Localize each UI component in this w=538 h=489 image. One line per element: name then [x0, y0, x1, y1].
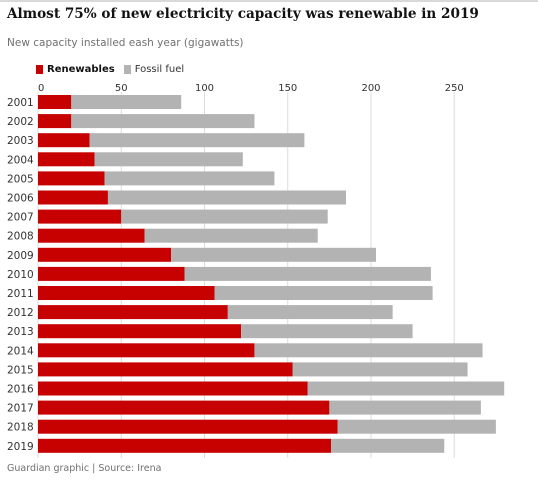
bar-renewables-2017	[38, 400, 330, 415]
y-tick-label: 2012	[7, 307, 34, 319]
bar-renewables-2012	[38, 305, 228, 320]
bar-renewables-2007	[38, 209, 122, 224]
x-tick-label: 50	[115, 83, 128, 94]
x-tick-label: 0	[38, 83, 44, 94]
y-tick-label: 2019	[7, 441, 34, 453]
legend-label-fossil: Fossil fuel	[134, 63, 185, 75]
bar-fossil-2003	[89, 133, 305, 148]
y-tick-label: 2015	[7, 364, 34, 376]
bar-renewables-2011	[38, 286, 215, 300]
chart-subtitle: New capacity installed eash year (gigawa…	[7, 37, 244, 49]
bar-fossil-2011	[214, 286, 433, 300]
legend-item-renewables: Renewables	[36, 64, 115, 75]
bars	[38, 95, 505, 453]
legend-swatch-renewables	[36, 64, 43, 74]
bar-fossil-2007	[121, 209, 328, 224]
source-note: Guardian graphic | Source: Irena	[7, 463, 162, 474]
y-tick-label: 2002	[7, 116, 34, 128]
bar-renewables-2016	[38, 381, 308, 396]
bar-fossil-2014	[254, 343, 483, 358]
bar-chart: 0 50 100 150 200 250 2001 2002 2003 2004 2005 2006…	[7, 83, 505, 458]
bar-renewables-2010	[38, 266, 185, 281]
top-rule	[0, 0, 538, 2]
bar-renewables-2004	[38, 152, 95, 167]
y-tick-label: 2009	[7, 250, 34, 262]
bar-fossil-2008	[144, 228, 318, 243]
y-tick-label: 2004	[7, 154, 34, 166]
x-tick-labels: 0 50 100 150 200 250	[38, 83, 464, 94]
chart-title: Almost 75% of new electricity capacity w…	[7, 6, 479, 22]
bar-renewables-2008	[38, 228, 145, 243]
x-tick-label: 150	[278, 83, 297, 94]
bar-renewables-2013	[38, 324, 242, 339]
legend-item-fossil: Fossil fuel	[123, 63, 185, 75]
bar-renewables-2014	[38, 343, 255, 358]
y-tick-label: 2017	[7, 403, 34, 415]
y-tick-label: 2007	[7, 212, 34, 224]
bar-fossil-2017	[329, 400, 481, 415]
bar-fossil-2006	[107, 190, 347, 205]
bar-fossil-2001	[71, 95, 182, 109]
bar-fossil-2016	[307, 381, 505, 396]
bar-fossil-2015	[292, 362, 468, 377]
bar-renewables-2018	[38, 419, 338, 434]
x-tick-label: 250	[445, 83, 464, 94]
bar-fossil-2018	[337, 419, 496, 434]
y-tick-label: 2003	[7, 135, 34, 147]
y-tick-label: 2014	[7, 345, 34, 357]
bar-fossil-2010	[184, 266, 431, 281]
bar-fossil-2012	[227, 305, 393, 320]
y-tick-label: 2008	[7, 231, 34, 243]
bar-fossil-2019	[331, 438, 445, 453]
bar-renewables-2019	[38, 438, 332, 453]
y-tick-label: 2016	[7, 384, 34, 396]
bar-renewables-2006	[38, 190, 108, 205]
legend-swatch-fossil	[123, 64, 131, 74]
y-tick-label: 2018	[7, 422, 34, 434]
bar-renewables-2003	[38, 133, 90, 148]
x-tick-label: 100	[195, 83, 214, 94]
bar-fossil-2004	[94, 152, 243, 167]
y-tick-label: 2005	[7, 173, 34, 185]
legend: Renewables Fossil fuel	[36, 62, 193, 76]
y-tick-label: 2010	[7, 269, 34, 281]
bar-renewables-2015	[38, 362, 293, 377]
bar-fossil-2013	[241, 324, 413, 339]
y-tick-labels: 2001 2002 2003 2004 2005 2006 2007 2008 2009 2010…	[7, 97, 34, 453]
bar-fossil-2009	[171, 247, 376, 262]
bar-fossil-2002	[71, 114, 255, 129]
bar-renewables-2009	[38, 247, 172, 262]
y-tick-label: 2001	[7, 97, 34, 109]
y-tick-label: 2006	[7, 193, 34, 205]
bar-renewables-2002	[38, 114, 72, 129]
legend-label-renewables: Renewables	[47, 63, 115, 75]
y-tick-label: 2011	[7, 288, 34, 300]
x-tick-label: 200	[361, 83, 380, 94]
bar-renewables-2005	[38, 171, 105, 186]
bar-fossil-2005	[104, 171, 275, 186]
bar-renewables-2001	[38, 95, 72, 109]
y-tick-label: 2013	[7, 326, 34, 338]
